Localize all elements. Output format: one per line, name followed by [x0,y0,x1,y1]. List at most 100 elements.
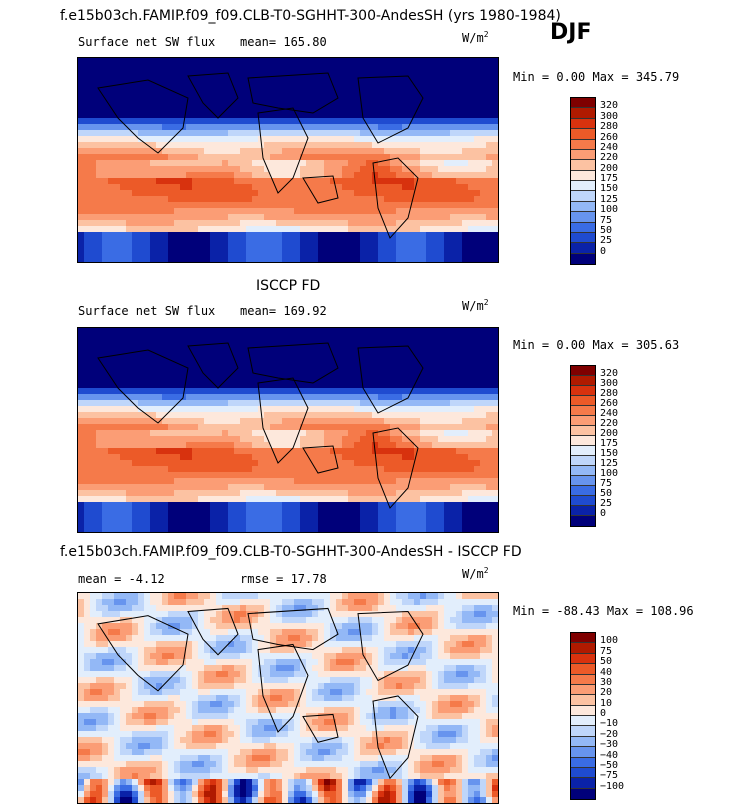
panel-2-colorbar [570,365,596,527]
colorbar-swatch [571,506,595,516]
coastline [302,713,339,743]
colorbar-swatch [571,486,595,496]
panel-2-title: ISCCP FD [256,278,321,294]
colorbar-swatch [571,108,595,119]
colorbar-tick-label: 125 [600,193,619,205]
colorbar-swatch [571,643,595,654]
colorbar-swatch [571,232,595,244]
panel-2-minmax: Min = 0.00 Max = 305.63 [513,338,680,352]
colorbar-swatch [571,664,595,675]
colorbar-swatch [571,456,595,466]
colorbar-swatch [571,767,595,779]
colorbar-swatch [571,496,595,506]
panel-2-mean: mean= 169.92 [240,304,327,318]
colorbar-swatch [571,747,595,758]
panel-3-mean: mean = -4.12 [78,572,165,586]
coastline [247,72,339,114]
colorbar-tick-label: 0 [600,708,607,719]
coastline [257,643,309,733]
colorbar-tick-label: −30 [600,739,619,751]
coastline [247,342,339,384]
colorbar-tick-label: 320 [600,368,619,379]
colorbar-swatch [571,191,595,202]
colorbar-tick-label: 50 [600,224,613,236]
colorbar-swatch [571,170,595,181]
colorbar-swatch [571,684,595,696]
colorbar-swatch [571,396,595,406]
coastline [97,349,189,424]
colorbar-tick-label: 0 [600,508,607,519]
panel-1-map [77,57,499,263]
colorbar-tick-label: 0 [600,245,607,257]
colorbar-tick-label: 100 [600,468,619,479]
colorbar-swatch [571,716,595,727]
coastline [257,377,309,464]
colorbar-tick-label: 75 [600,645,613,657]
panel-2-units: W/m2 [462,298,489,313]
panel-3-units: W/m2 [462,566,489,581]
colorbar-tick-label: 220 [600,152,619,164]
colorbar-swatch [571,386,595,396]
colorbar-tick-label: 320 [600,100,619,112]
map-field [78,593,498,803]
map-field [78,328,498,532]
colorbar-tick-label: 20 [600,687,613,699]
panel-3-colorbar [570,632,596,800]
coastline [372,157,419,239]
coastline [372,695,419,780]
colorbar-tick-label: 280 [600,388,619,399]
colorbar-tick-label: 240 [600,141,619,153]
main-title: f.e15b03ch.FAMIP.f09_f09.CLB-T0-SGHHT-30… [60,8,561,24]
colorbar-swatch [571,160,595,171]
colorbar-swatch [571,466,595,476]
colorbar-tick-label: 175 [600,173,619,184]
panel-3-rmse: rmse = 17.78 [240,572,327,586]
colorbar-swatch [571,222,595,233]
colorbar-tick-label: 220 [600,418,619,429]
colorbar-swatch [571,476,595,486]
coastline [357,345,424,414]
coastline [97,79,189,154]
colorbar-tick-label: −10 [600,718,619,730]
coastline [187,342,239,389]
coastline [257,107,309,194]
colorbar-tick-label: 75 [600,478,613,489]
panel-1-colorbar [570,97,596,265]
panel-1-units: W/m2 [462,30,489,45]
colorbar-tick-label: 175 [600,438,619,449]
colorbar-tick-label: 50 [600,656,613,668]
colorbar-swatch [571,653,595,665]
colorbar-swatch [571,181,595,192]
colorbar-tick-label: −100 [600,780,625,792]
season-label: DJF [550,20,592,45]
coastline [372,427,419,509]
colorbar-swatch [571,778,595,789]
colorbar-tick-label: 40 [600,666,613,678]
panel-2-map [77,327,499,533]
coastline [357,611,424,682]
colorbar-tick-label: 240 [600,408,619,419]
panel-1-mean: mean= 165.80 [240,35,327,49]
colorbar-swatch [571,436,595,446]
colorbar-tick-label: 280 [600,121,619,133]
colorbar-tick-label: 200 [600,428,619,439]
colorbar-tick-label: −75 [600,770,619,782]
colorbar-swatch [571,757,595,768]
colorbar-swatch [571,376,595,386]
colorbar-swatch [571,416,595,426]
colorbar-swatch [571,201,595,213]
colorbar-swatch [571,366,595,376]
coastline [302,175,339,204]
panel-3-map [77,592,499,804]
colorbar-swatch [571,633,595,644]
colorbar-swatch [571,674,595,685]
colorbar-swatch [571,705,595,716]
colorbar-tick-label: 260 [600,398,619,409]
colorbar-tick-label: 200 [600,162,619,174]
colorbar-tick-label: 150 [600,448,619,459]
colorbar-tick-label: 25 [600,235,613,247]
colorbar-swatch [571,139,595,150]
colorbar-swatch [571,129,595,140]
colorbar-swatch [571,788,595,799]
coastline [187,607,239,656]
